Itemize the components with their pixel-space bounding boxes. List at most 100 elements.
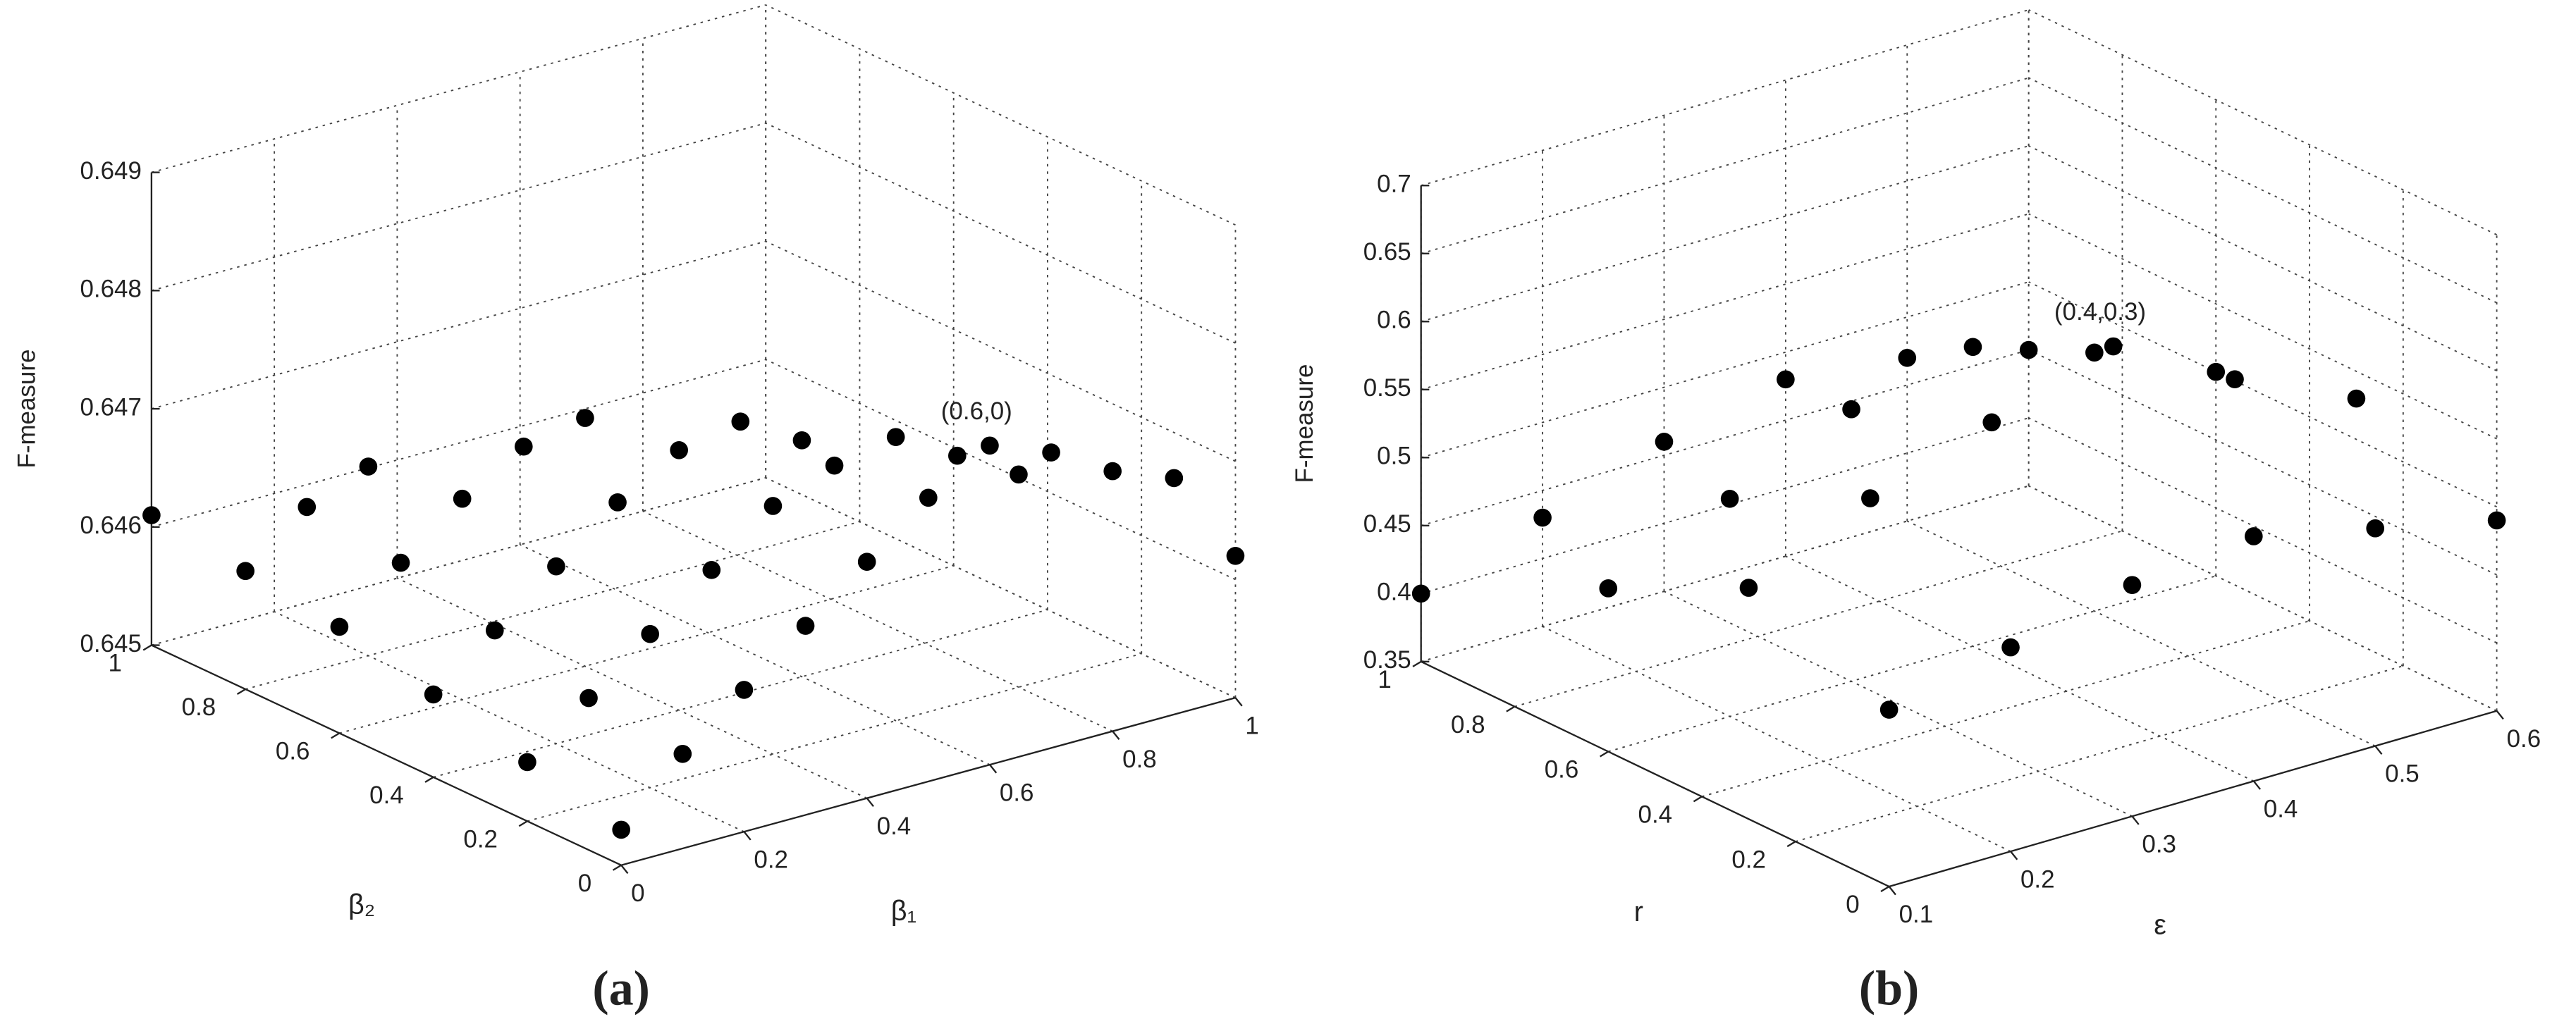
z-tick-label: 0.6: [1377, 307, 1411, 334]
data-point: [792, 431, 811, 450]
z-tick-label: 0.4: [1377, 579, 1411, 606]
grid-line: [642, 510, 1113, 732]
grid-line: [339, 564, 954, 734]
data-point: [1963, 338, 1982, 357]
x-tick: [620, 864, 629, 875]
data-point: [1599, 579, 1618, 598]
data-point: [2207, 362, 2226, 381]
annotation: (0.6,0): [941, 397, 1012, 425]
grid-line: [1701, 620, 2310, 798]
data-point: [735, 681, 754, 699]
data-point: [919, 488, 938, 507]
y-tick-label: 0.6: [276, 738, 310, 765]
y-tick: [1786, 841, 1796, 848]
grid-line: [765, 240, 1236, 462]
data-point: [1739, 579, 1758, 597]
y-tick-label: 0.8: [1451, 711, 1485, 739]
x-tick: [1888, 886, 1896, 896]
data-point: [1165, 469, 1184, 488]
z-tick-label: 0.7: [1377, 170, 1411, 197]
z-tick-label: 0.35: [1363, 646, 1411, 674]
data-point: [1010, 465, 1028, 484]
grid-line: [1421, 145, 2029, 323]
data-point: [608, 493, 627, 512]
x-tick: [743, 831, 752, 841]
data-point: [763, 497, 783, 515]
data-point: [1533, 508, 1552, 527]
x-tick-label: 0: [631, 879, 644, 907]
data-point: [1898, 348, 1917, 367]
data-point: [886, 428, 905, 446]
grid-line: [1421, 485, 2029, 662]
data-point: [2245, 527, 2263, 545]
grid-line: [765, 477, 1236, 698]
y-tick-label: 0.2: [463, 825, 498, 853]
y-tick-label: 0.4: [1638, 801, 1673, 829]
data-point: [612, 820, 630, 839]
grid-line: [2028, 485, 2498, 712]
data-point: [1982, 413, 2001, 432]
grid-line: [2028, 281, 2498, 508]
x-tick-label: 0.2: [754, 846, 788, 873]
y-tick-label: 0: [1846, 891, 1859, 918]
y-tick-label: 1: [1378, 666, 1391, 693]
y-axis: [1421, 660, 1890, 888]
grid-line: [1421, 485, 2029, 662]
grid-line: [151, 240, 766, 409]
y-tick: [1600, 751, 1609, 758]
data-point: [514, 437, 533, 456]
grid-line: [520, 544, 990, 765]
data-point: [485, 621, 504, 640]
grid-line: [1421, 349, 2029, 526]
grid-line: [2028, 213, 2498, 440]
grid-line: [1542, 626, 2011, 852]
z-tick-label: 0.55: [1363, 374, 1411, 402]
grid-line: [1795, 665, 2404, 843]
data-point: [424, 685, 443, 704]
x-tick: [2131, 815, 2140, 825]
y-tick-label: 0: [578, 870, 591, 897]
y-tick: [1506, 705, 1516, 712]
grid-line: [2028, 77, 2498, 304]
grid-line: [274, 611, 744, 833]
z-tick-label: 0.65: [1363, 238, 1411, 266]
z-tick-label: 0.647: [80, 393, 141, 421]
grid-line: [765, 4, 1236, 226]
x-axis: [1889, 710, 2497, 888]
data-point: [2123, 576, 2142, 594]
grid-line: [1608, 575, 2216, 753]
x-tick: [866, 797, 874, 808]
data-point: [359, 457, 378, 476]
data-point: [981, 436, 999, 455]
data-point: [2019, 340, 2038, 359]
grid-line: [151, 477, 766, 646]
data-point: [518, 753, 536, 772]
grid-line: [1906, 520, 2376, 747]
x-tick-label: 0.4: [2264, 796, 2298, 823]
y-tick: [1412, 660, 1422, 667]
z-tick-label: 0.645: [80, 630, 141, 658]
data-point: [1861, 489, 1879, 507]
y-tick-label: 0.2: [1731, 846, 1766, 873]
grid-line: [765, 359, 1236, 581]
data-point: [2226, 370, 2244, 388]
y-axis-label: β₂: [348, 889, 375, 920]
data-point: [2104, 337, 2123, 356]
data-point: [670, 440, 688, 459]
grid-line: [1421, 281, 2029, 459]
data-point: [2001, 638, 2020, 657]
x-tick-label: 0.8: [1122, 746, 1157, 773]
z-tick-label: 0.648: [80, 276, 141, 303]
x-tick-label: 0.6: [1000, 779, 1034, 806]
data-point: [2347, 389, 2366, 408]
x-tick-label: 0.5: [2385, 760, 2419, 788]
x-tick: [1234, 697, 1243, 707]
grid-line: [2028, 145, 2498, 372]
y-tick: [424, 776, 434, 783]
data-point: [1720, 489, 1739, 508]
z-tick-label: 0.5: [1377, 443, 1411, 470]
grid-line: [2028, 9, 2498, 235]
x-axis: [620, 696, 1236, 866]
grid-line: [2028, 417, 2498, 644]
